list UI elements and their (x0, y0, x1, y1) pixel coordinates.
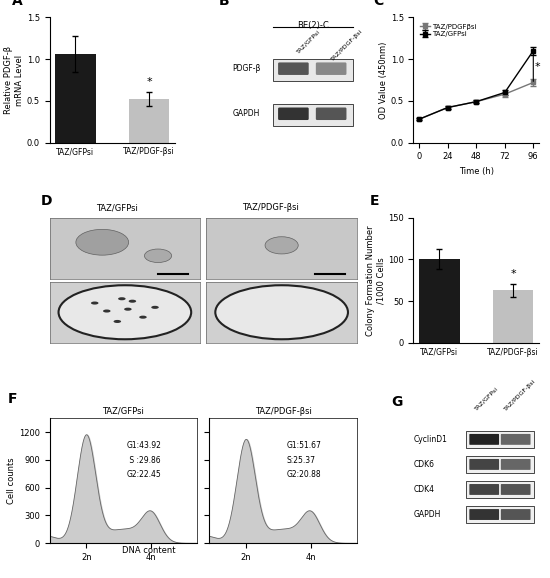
Text: BE(2)-C: BE(2)-C (297, 21, 329, 30)
Text: *: * (510, 269, 516, 279)
FancyBboxPatch shape (466, 481, 534, 498)
Text: G1:51.67
S:25.37
G2:20.88: G1:51.67 S:25.37 G2:20.88 (287, 441, 322, 480)
FancyBboxPatch shape (316, 62, 346, 75)
Text: A: A (12, 0, 23, 8)
Text: B: B (219, 0, 229, 8)
Circle shape (113, 320, 121, 323)
Y-axis label: OD Value (450nm): OD Value (450nm) (379, 41, 388, 118)
Text: TAZ/GFPsi: TAZ/GFPsi (474, 386, 499, 412)
Title: TAZ/PDGF-βsi: TAZ/PDGF-βsi (255, 407, 311, 416)
Circle shape (58, 285, 191, 339)
Circle shape (118, 297, 125, 301)
Circle shape (103, 309, 111, 313)
Text: GAPDH: GAPDH (233, 109, 260, 118)
Text: CDK4: CDK4 (414, 485, 435, 494)
FancyBboxPatch shape (278, 108, 309, 120)
Text: G: G (391, 395, 402, 409)
Bar (55, 54, 96, 143)
FancyBboxPatch shape (469, 509, 499, 520)
Text: TAZ/PDGF-βsi: TAZ/PDGF-βsi (331, 28, 364, 62)
FancyBboxPatch shape (469, 434, 499, 445)
Text: CDK6: CDK6 (414, 460, 435, 469)
FancyBboxPatch shape (469, 484, 499, 495)
Y-axis label: Relative PDGF-β
mRNA Level: Relative PDGF-β mRNA Level (4, 46, 24, 114)
Text: *: * (146, 77, 152, 87)
Ellipse shape (265, 237, 298, 254)
Ellipse shape (76, 229, 129, 255)
FancyBboxPatch shape (501, 484, 531, 495)
FancyBboxPatch shape (278, 62, 309, 75)
Text: TAZ/GFPsi: TAZ/GFPsi (96, 203, 138, 212)
Circle shape (124, 307, 131, 311)
FancyBboxPatch shape (501, 509, 531, 520)
Text: E: E (370, 194, 379, 208)
Text: TAZ/PDGF-βsi: TAZ/PDGF-βsi (504, 379, 537, 412)
FancyBboxPatch shape (316, 108, 346, 120)
Y-axis label: Cell counts: Cell counts (7, 457, 16, 504)
Text: PDGF-β: PDGF-β (233, 64, 261, 73)
Text: *: * (535, 62, 541, 72)
Bar (493, 290, 534, 343)
Circle shape (91, 302, 98, 305)
FancyBboxPatch shape (273, 60, 353, 80)
Circle shape (215, 285, 348, 339)
Ellipse shape (145, 249, 172, 262)
Circle shape (151, 306, 159, 309)
FancyBboxPatch shape (466, 455, 534, 473)
Circle shape (139, 316, 147, 318)
Bar (129, 99, 169, 143)
FancyBboxPatch shape (501, 459, 531, 470)
Bar (419, 260, 460, 343)
Legend: TAZ/PDGFβsi, TAZ/GFPsi: TAZ/PDGFβsi, TAZ/GFPsi (417, 21, 480, 40)
Text: D: D (40, 194, 52, 208)
Text: CyclinD1: CyclinD1 (414, 435, 447, 444)
Text: F: F (8, 392, 18, 406)
X-axis label: Time (h): Time (h) (459, 167, 494, 176)
Text: C: C (373, 0, 383, 8)
Text: GAPDH: GAPDH (414, 510, 441, 519)
Title: TAZ/GFPsi: TAZ/GFPsi (102, 407, 144, 416)
FancyBboxPatch shape (469, 459, 499, 470)
FancyBboxPatch shape (466, 431, 534, 448)
Text: DNA content: DNA content (122, 546, 175, 555)
FancyBboxPatch shape (273, 105, 353, 125)
Text: TAZ/GFPsi: TAZ/GFPsi (295, 28, 321, 54)
FancyBboxPatch shape (501, 434, 531, 445)
Text: TAZ/PDGF-βsi: TAZ/PDGF-βsi (243, 203, 299, 212)
FancyBboxPatch shape (466, 506, 534, 523)
Circle shape (129, 299, 136, 303)
Text: G1:43.92
 S :29.86
G2:22.45: G1:43.92 S :29.86 G2:22.45 (127, 441, 162, 480)
Y-axis label: Colony Formation Number
/1000 Cells: Colony Formation Number /1000 Cells (366, 225, 385, 336)
